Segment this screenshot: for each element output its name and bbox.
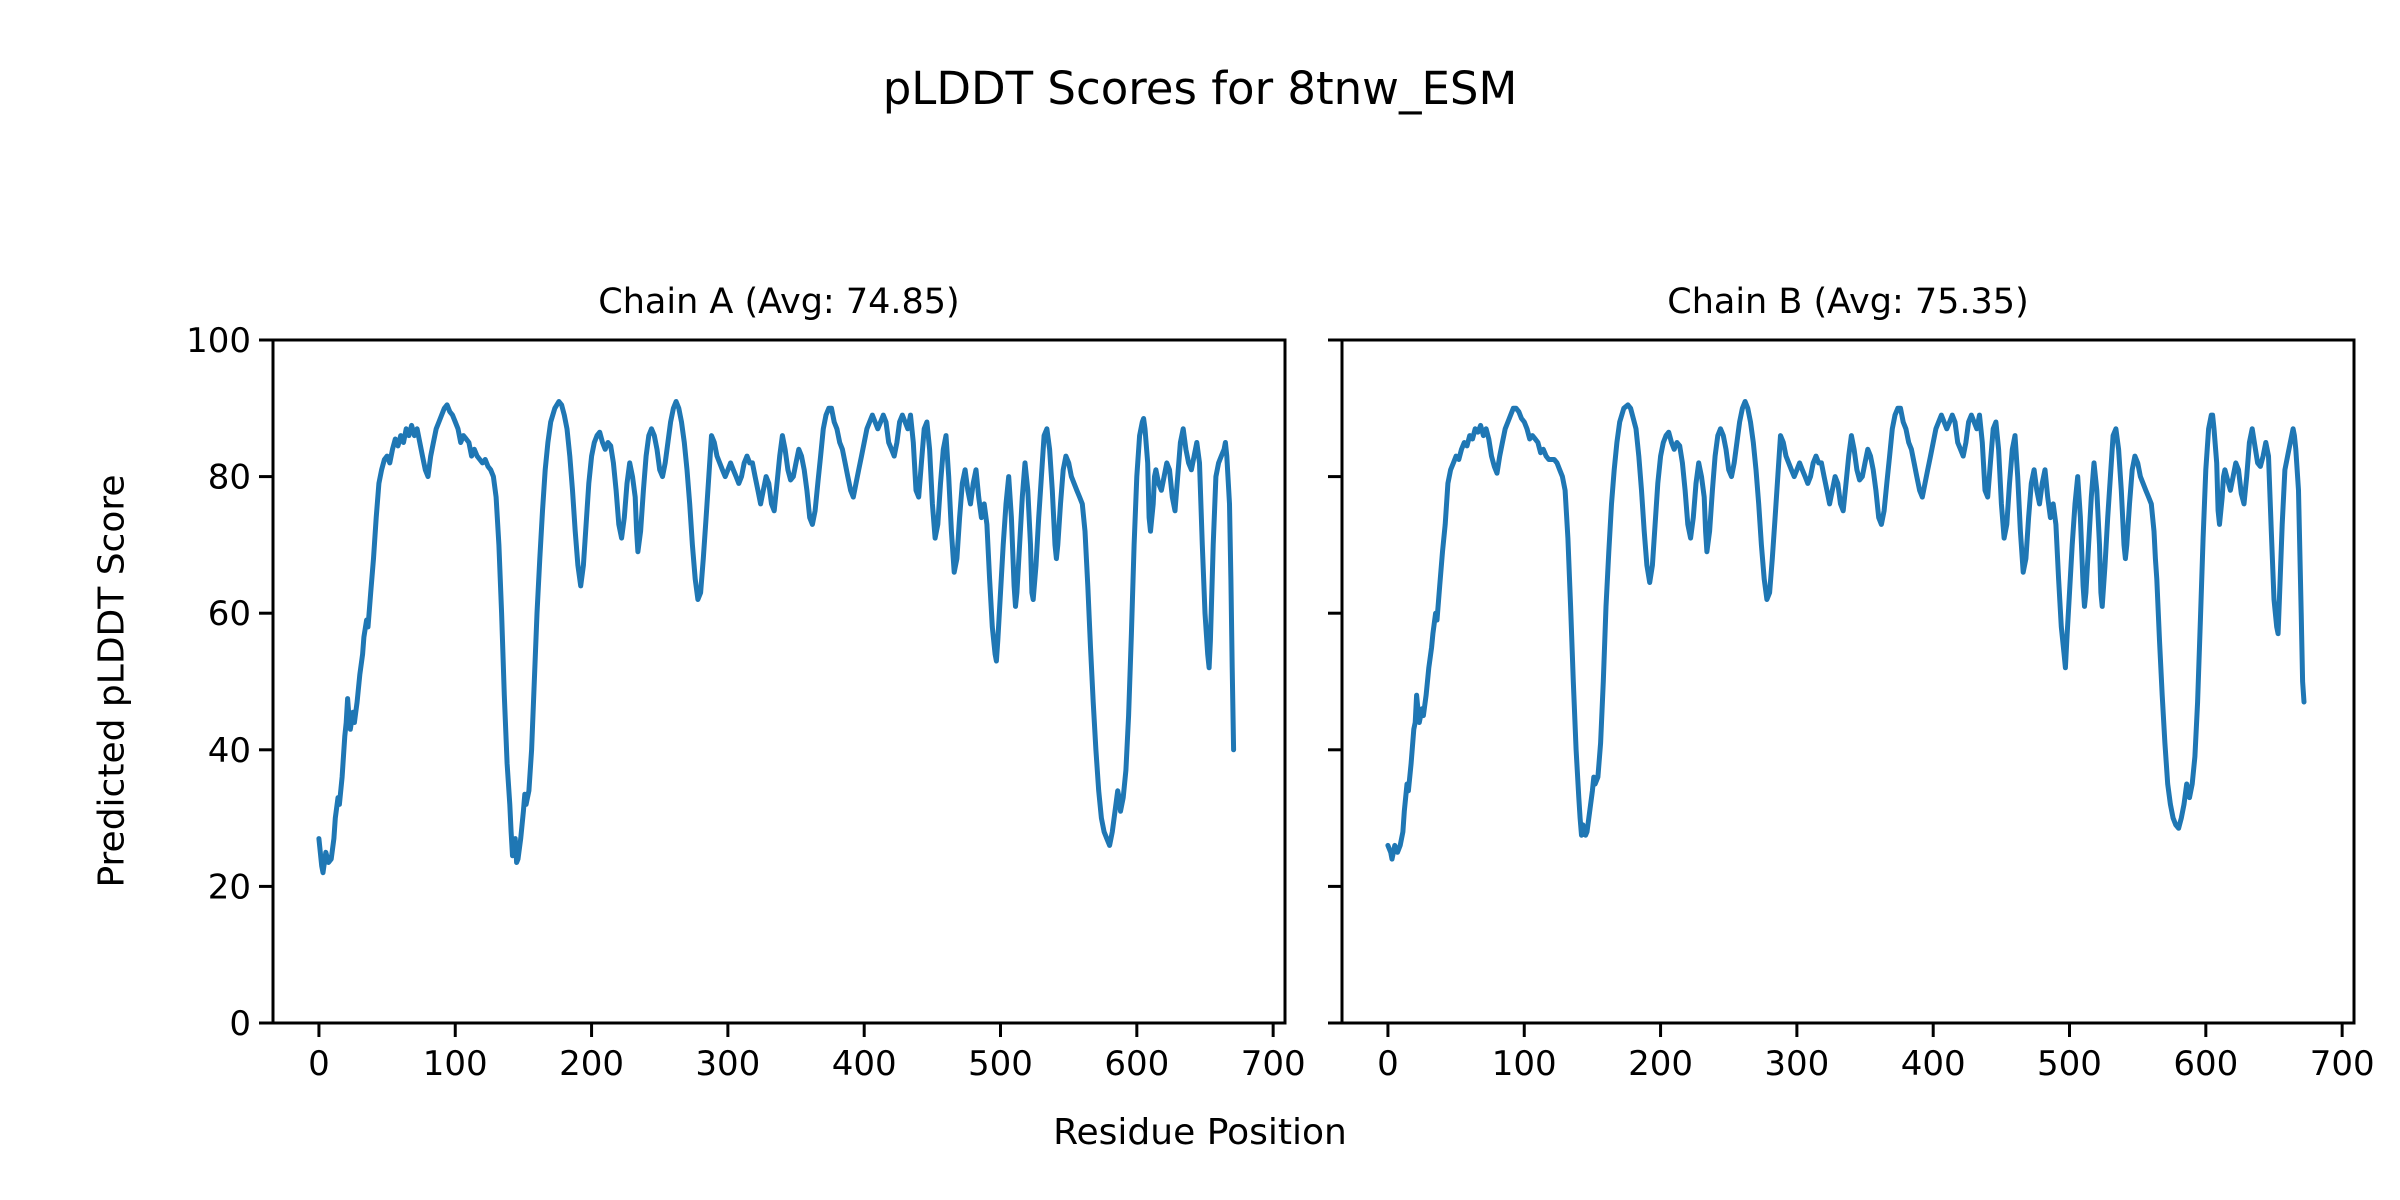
y-tick-label: 80 xyxy=(208,458,251,498)
chain-a-subplot-title: Chain A (Avg: 74.85) xyxy=(598,282,960,322)
figure-title: pLDDT Scores for 8tnw_ESM xyxy=(882,62,1518,115)
y-tick-label: 40 xyxy=(208,731,251,771)
chain-b-subplot-title: Chain B (Avg: 75.35) xyxy=(1667,282,2029,322)
x-tick-label: 600 xyxy=(2173,1044,2238,1084)
x-tick-label: 300 xyxy=(1764,1044,1829,1084)
x-tick-label: 400 xyxy=(832,1044,897,1084)
x-tick-label: 500 xyxy=(968,1044,1033,1084)
y-tick-label: 60 xyxy=(208,594,251,634)
x-axis-label: Residue Position xyxy=(1053,1112,1347,1153)
x-tick-label: 700 xyxy=(2310,1044,2375,1084)
x-tick-label: 100 xyxy=(1492,1044,1557,1084)
axes-frame xyxy=(1340,338,2356,1025)
x-tick-label: 100 xyxy=(423,1044,488,1084)
x-tick-label: 0 xyxy=(1377,1044,1399,1084)
y-tick-label: 100 xyxy=(186,321,251,361)
axes-frame xyxy=(271,338,1287,1025)
plddt-line-chain-a xyxy=(316,399,1237,876)
x-tick-label: 200 xyxy=(1628,1044,1693,1084)
x-tick-label: 700 xyxy=(1241,1044,1306,1084)
y-tick-label: 0 xyxy=(229,1004,251,1044)
x-tick-label: 500 xyxy=(2037,1044,2102,1084)
x-tick-label: 300 xyxy=(695,1044,760,1084)
plddt-line-chain-b xyxy=(1385,399,2307,862)
y-tick-label: 20 xyxy=(208,867,251,907)
x-tick-label: 400 xyxy=(1901,1044,1966,1084)
x-tick-label: 200 xyxy=(559,1044,624,1084)
x-tick-label: 600 xyxy=(1104,1044,1169,1084)
x-tick-label: 0 xyxy=(308,1044,330,1084)
